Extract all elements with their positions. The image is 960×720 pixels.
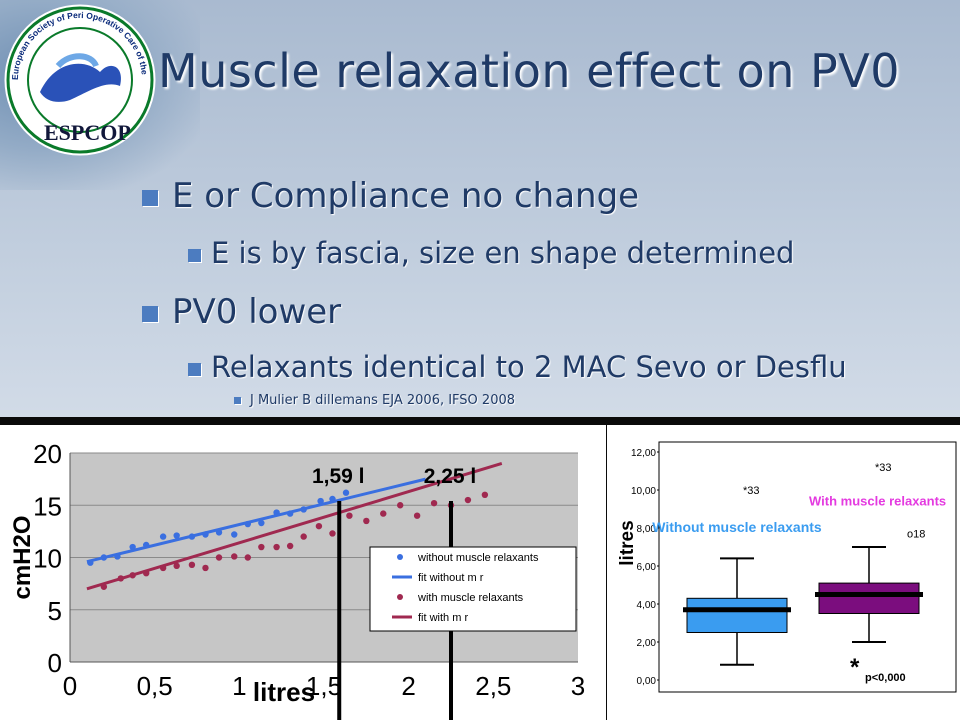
- boxplot-chart: 0,00 2,00 4,00 6,00 8,00 10,00 12,00 litres *33 *…: [607, 425, 960, 720]
- x-tick-label: 3: [571, 671, 585, 701]
- logo-swoosh-icon: [55, 53, 99, 69]
- data-point: [202, 564, 209, 572]
- legend-label: fit with m r: [418, 612, 468, 624]
- data-point: [397, 502, 404, 509]
- y-tick-label: 8,00: [637, 524, 657, 535]
- bullet-square-icon: [142, 189, 158, 206]
- bullet-square-icon: [188, 362, 201, 376]
- x-tick-label: 0,5: [137, 671, 173, 701]
- data-point: [380, 510, 387, 517]
- data-point: [244, 554, 251, 561]
- box: [818, 582, 920, 615]
- data-point: [413, 512, 421, 519]
- bullet-square-icon: [234, 397, 241, 404]
- data-point: [173, 532, 180, 539]
- y-tick-label: 20: [33, 439, 62, 469]
- annotation-label: 2,25 l: [424, 465, 477, 488]
- y-tick-label: 0,00: [637, 676, 657, 687]
- y-tick-label: 2,00: [637, 638, 657, 649]
- data-point: [430, 499, 438, 507]
- y-tick-label: 10: [33, 544, 62, 574]
- y-axis-label: litres: [617, 520, 638, 565]
- y-axis-label: cmH2O: [9, 515, 36, 599]
- data-point: [231, 553, 238, 560]
- data-point: [258, 543, 265, 551]
- y-tick-label: 4,00: [637, 600, 657, 611]
- category-label: Without muscle relaxants: [652, 519, 822, 535]
- logo-acronym: ESPCOP: [44, 120, 131, 145]
- data-point: [317, 497, 324, 505]
- x-tick-label: 1: [232, 671, 246, 701]
- y-tick-label: 15: [33, 491, 62, 521]
- bullet-square-icon: [142, 305, 158, 322]
- data-point: [273, 543, 280, 551]
- data-point: [286, 542, 294, 550]
- bullet-text: Relaxants identical to 2 MAC Sevo or Des…: [211, 350, 847, 384]
- outlier-label: o18: [907, 529, 925, 541]
- legend-label: without muscle relaxants: [417, 552, 539, 564]
- data-point: [258, 519, 265, 527]
- bullet-text: PV0 lower: [172, 292, 342, 332]
- legend-point-swatch: [397, 554, 403, 560]
- x-tick-label: 1,5: [306, 671, 342, 701]
- p-value-label: p<0,000: [865, 672, 906, 684]
- bullet-5: J Mulier B dillemans EJA 2006, IFSO 2008: [234, 393, 515, 408]
- x-tick-label: 2,5: [475, 671, 511, 701]
- data-point: [464, 496, 472, 504]
- data-point: [315, 522, 323, 530]
- data-point: [231, 531, 238, 538]
- y-tick-label: 10,00: [631, 486, 656, 497]
- bullet-2: E is by fascia, size en shape determined: [188, 236, 794, 270]
- outlier-label: *33: [875, 462, 892, 474]
- y-tick-label: 6,00: [637, 562, 657, 573]
- bullet-text: J Mulier B dillemans EJA 2006, IFSO 2008: [250, 393, 516, 408]
- data-point: [481, 491, 489, 498]
- bullet-4: Relaxants identical to 2 MAC Sevo or Des…: [188, 350, 847, 384]
- slide-title: Muscle relaxation effect on PV0: [158, 44, 900, 98]
- bullet-text: E or Compliance no change: [172, 176, 640, 216]
- data-point: [215, 554, 223, 561]
- logo-figure-icon: [40, 63, 121, 102]
- y-tick-label: 12,00: [631, 448, 656, 459]
- x-tick-label: 0: [63, 671, 77, 701]
- category-label: With muscle relaxants: [809, 493, 946, 508]
- annotation-label: 1,59 l: [312, 465, 365, 488]
- data-point: [188, 561, 196, 569]
- fit-line: [86, 477, 426, 564]
- significance-star: *: [850, 654, 860, 681]
- y-tick-label: 0: [48, 648, 62, 678]
- legend-label: fit without m r: [418, 572, 484, 584]
- x-tick-label: 2: [401, 671, 415, 701]
- legend-label: with muscle relaxants: [417, 592, 524, 604]
- y-tick-label: 5: [48, 596, 62, 626]
- bullet-square-icon: [188, 248, 201, 262]
- data-point: [342, 489, 350, 496]
- data-point: [300, 533, 307, 540]
- plot-area: [658, 441, 957, 693]
- data-point: [346, 512, 353, 519]
- bullet-text: E is by fascia, size en shape determined: [211, 236, 795, 270]
- data-point: [159, 533, 167, 540]
- scatter-chart: 0 5 10 15 20 0 0,5 1 1,5 2 2,5 3 cmH2O litres 1,59 l 2,…: [0, 425, 606, 720]
- data-point: [363, 517, 370, 525]
- legend-point-swatch: [397, 594, 403, 600]
- fit-line: [86, 462, 503, 591]
- data-point: [173, 562, 180, 570]
- espcop-logo: European Society of Peri Operative Care …: [0, 0, 156, 156]
- bullet-3: PV0 lower: [142, 292, 341, 332]
- outlier-label: *33: [743, 485, 760, 497]
- bullet-1: E or Compliance no change: [142, 176, 639, 216]
- data-point: [329, 530, 336, 537]
- x-axis-label: litres: [253, 677, 315, 707]
- box: [686, 597, 788, 634]
